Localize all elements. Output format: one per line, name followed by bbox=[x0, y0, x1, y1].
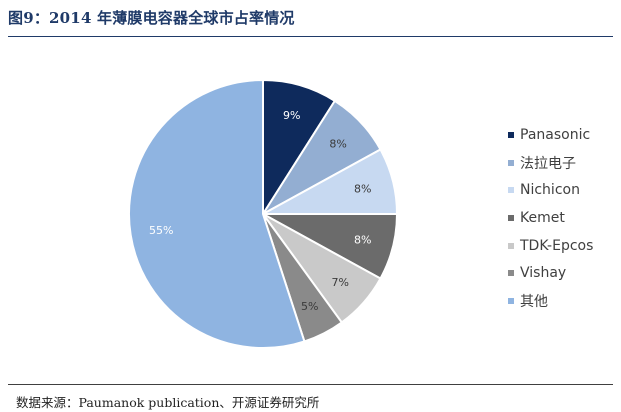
legend-swatch bbox=[508, 270, 514, 277]
legend-swatch bbox=[508, 159, 514, 166]
pie-slice-label-1: 8% bbox=[329, 137, 346, 150]
chart-legend: Panasonic 法拉电子 Nichicon Kemet TDK-Epcos Visha… bbox=[508, 121, 593, 315]
legend-label: Vishay bbox=[520, 265, 567, 282]
page-title: 图9：2014 年薄膜电容器全球市占率情况 bbox=[8, 9, 295, 27]
legend-item-6: 其他 bbox=[508, 287, 593, 315]
legend-swatch bbox=[508, 297, 514, 304]
title-divider bbox=[8, 36, 613, 37]
pie-slice-label-3: 8% bbox=[354, 234, 371, 247]
source-note: 数据来源：Paumanok publication、开源证券研究所 bbox=[16, 395, 320, 410]
legend-item-3: Kemet bbox=[508, 204, 593, 232]
legend-item-2: Nichicon bbox=[508, 176, 593, 204]
pie-chart: 9% 8% 8% 8% 7% 5% 55% bbox=[128, 79, 398, 349]
legend-label: 法拉电子 bbox=[520, 155, 576, 172]
pie-slice-label-6: 55% bbox=[149, 224, 173, 237]
legend-item-1: 法拉电子 bbox=[508, 149, 593, 177]
legend-swatch bbox=[508, 131, 514, 138]
legend-label: Nichicon bbox=[520, 182, 580, 199]
legend-item-4: TDK-Epcos bbox=[508, 232, 593, 260]
legend-label: TDK-Epcos bbox=[520, 237, 594, 254]
pie-slice-label-4: 7% bbox=[332, 276, 349, 289]
legend-swatch bbox=[508, 242, 514, 249]
legend-item-0: Panasonic bbox=[508, 121, 593, 149]
legend-label: Kemet bbox=[520, 209, 565, 226]
legend-swatch bbox=[508, 187, 514, 194]
footer-divider bbox=[8, 384, 613, 385]
legend-label: 其他 bbox=[520, 293, 548, 310]
pie-slice-label-0: 9% bbox=[283, 109, 300, 122]
pie-slice-6 bbox=[128, 79, 306, 349]
legend-item-5: Vishay bbox=[508, 259, 593, 287]
pie-slice-label-5: 5% bbox=[301, 300, 318, 313]
legend-label: Panasonic bbox=[520, 126, 591, 143]
pie-slice-label-2: 8% bbox=[354, 182, 371, 195]
legend-swatch bbox=[508, 214, 514, 221]
